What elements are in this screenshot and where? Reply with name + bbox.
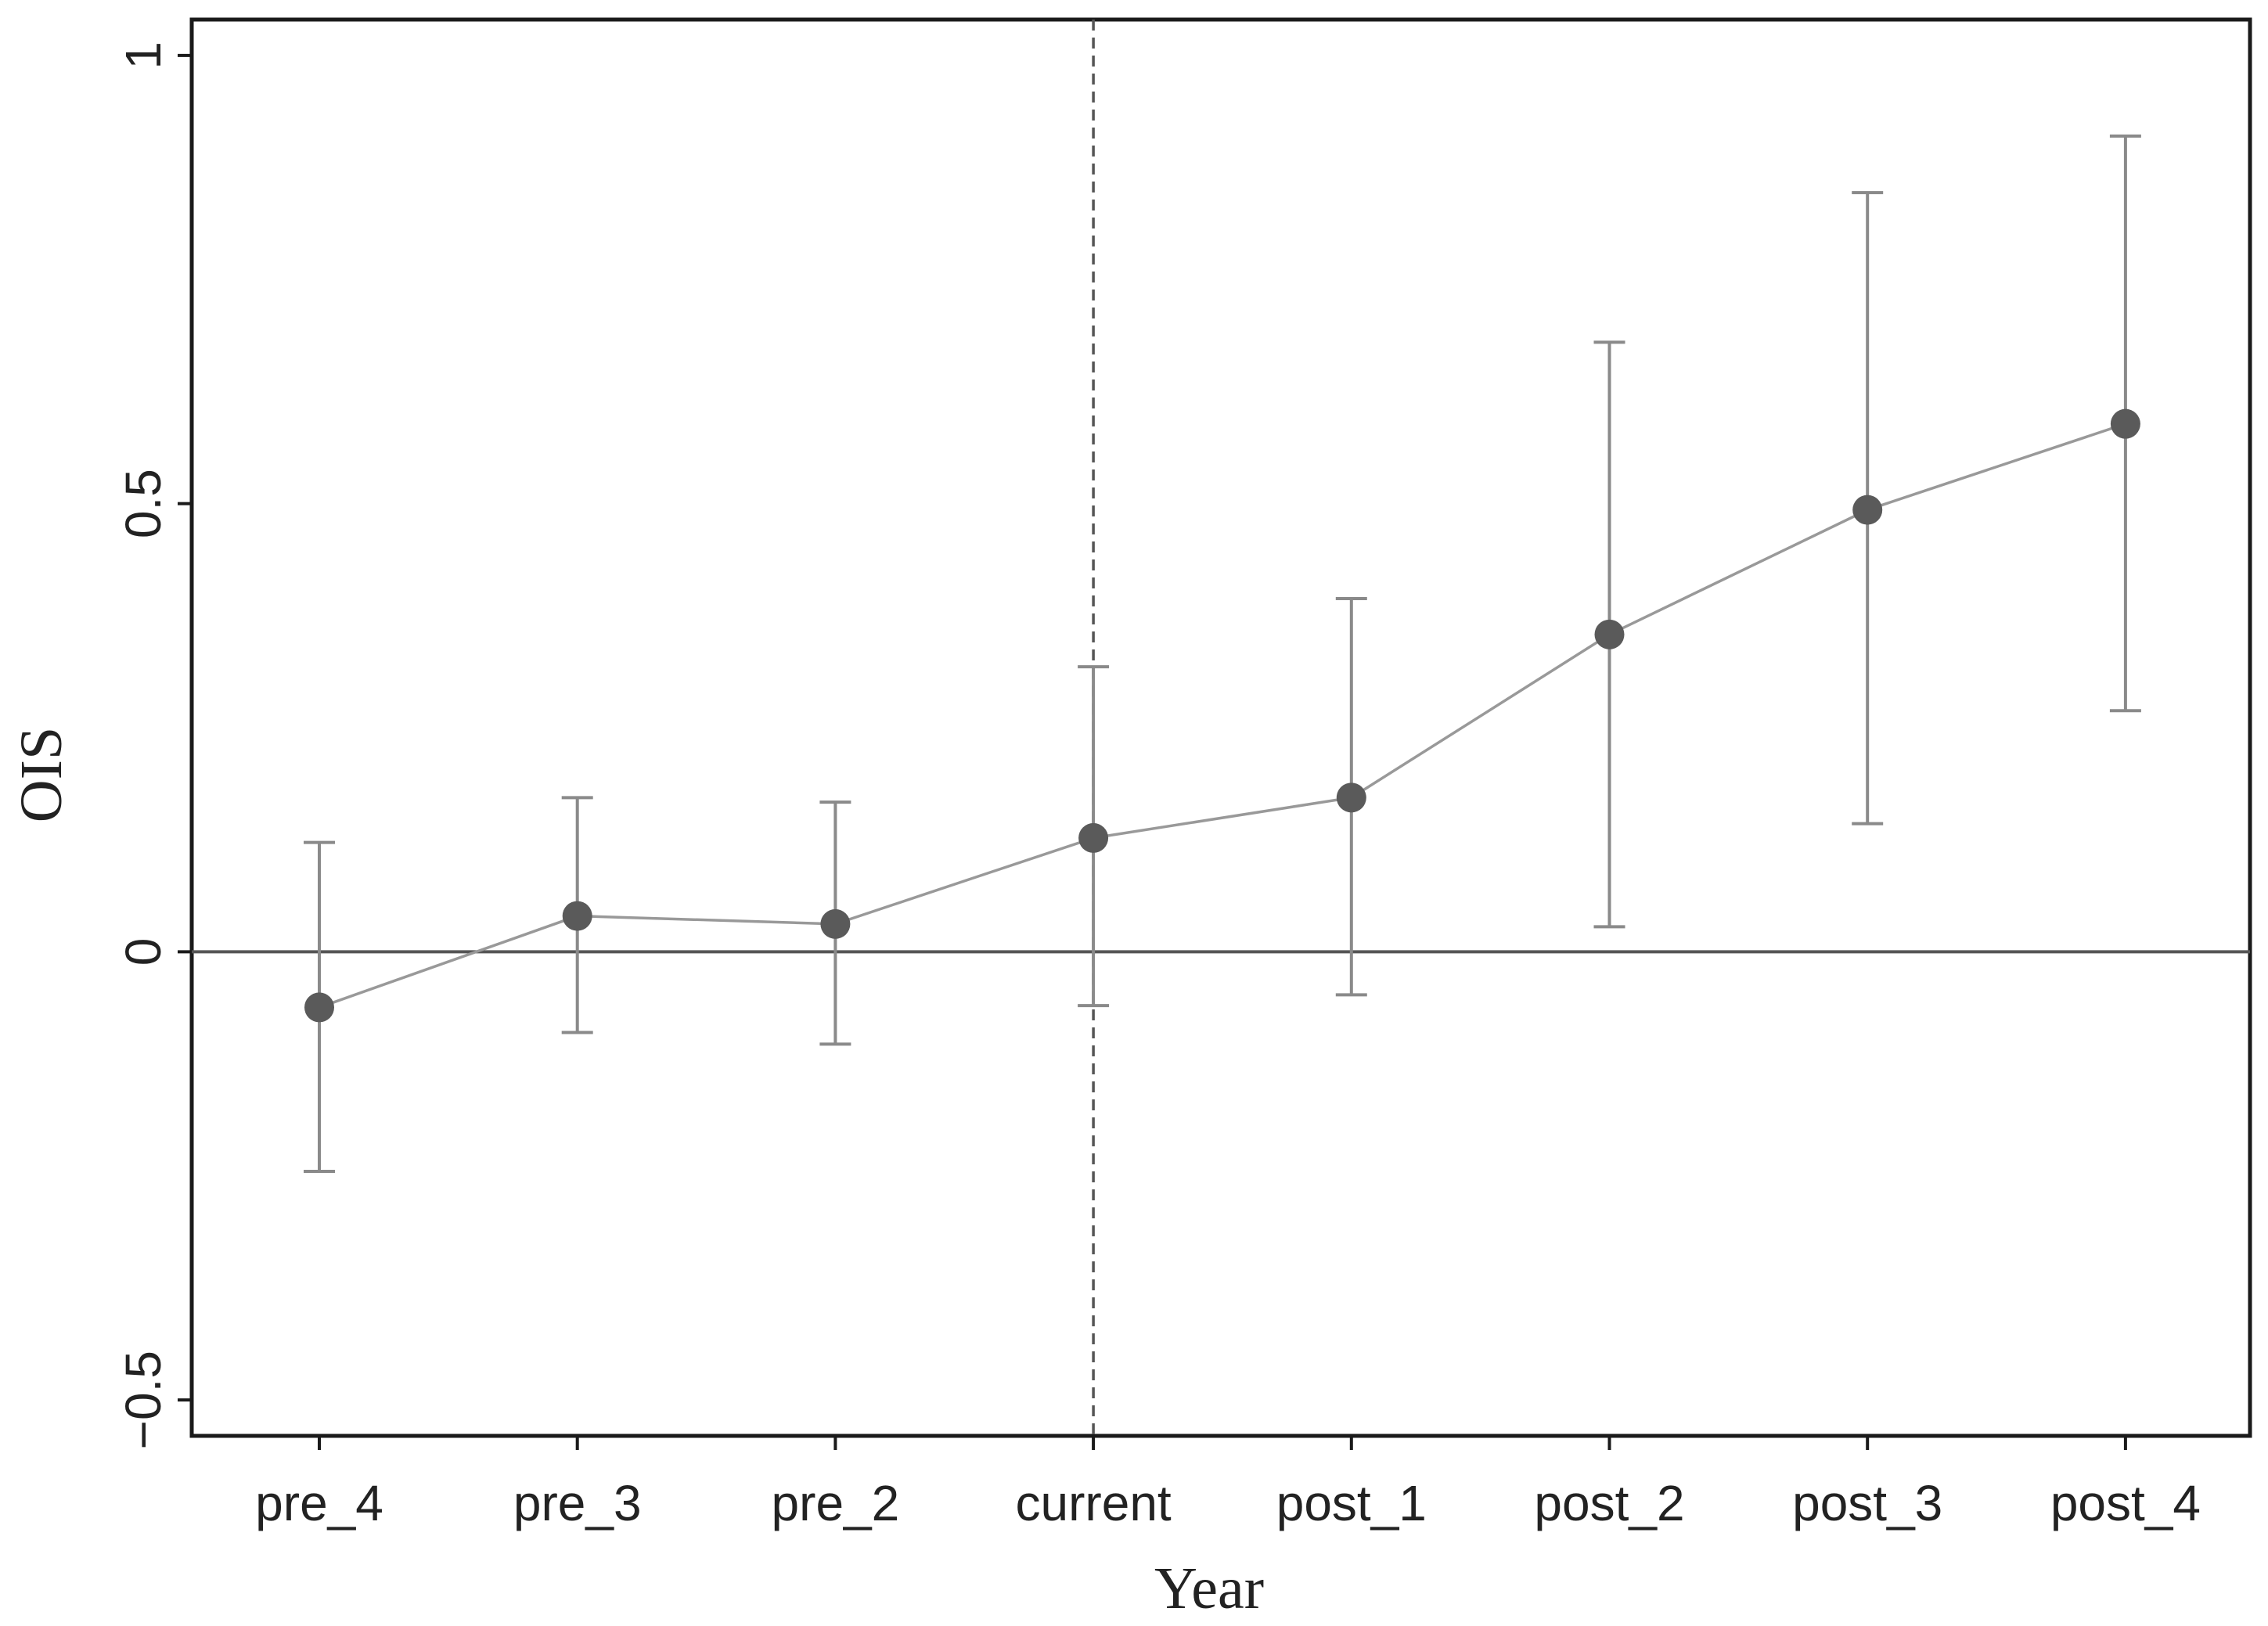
data-point xyxy=(1078,822,1109,853)
data-point xyxy=(562,901,592,931)
data-point xyxy=(1336,782,1366,813)
x-tick-label: post_1 xyxy=(1276,1475,1427,1531)
x-tick-label: current xyxy=(1016,1475,1172,1531)
data-point xyxy=(1852,495,1883,525)
y-tick-label: 0 xyxy=(115,938,171,966)
data-point xyxy=(2110,408,2140,439)
x-tick-label: pre_3 xyxy=(513,1475,642,1531)
data-point xyxy=(304,992,334,1023)
data-point xyxy=(820,908,851,939)
series-line xyxy=(319,422,2126,1009)
x-tick-label: post_4 xyxy=(2050,1475,2201,1531)
plot-frame xyxy=(189,17,2252,1438)
y-tick-label: 1 xyxy=(115,41,171,70)
x-tick-label: pre_2 xyxy=(772,1475,900,1531)
x-tick-label: post_2 xyxy=(1534,1475,1684,1531)
y-tick-label: −0.5 xyxy=(115,1351,171,1449)
x-tick-label: pre_4 xyxy=(255,1475,383,1531)
plot-area: −0.5 0 0.5 1 pre_4 pre_3 pre_2 current post_1 pos… xyxy=(115,17,2252,1531)
x-tick-label: post_3 xyxy=(1792,1475,1942,1531)
data-point xyxy=(1594,619,1625,649)
y-axis-title: OIS xyxy=(9,727,74,822)
x-axis-title: Year xyxy=(1154,1556,1264,1621)
y-tick-label: 0.5 xyxy=(115,469,171,538)
